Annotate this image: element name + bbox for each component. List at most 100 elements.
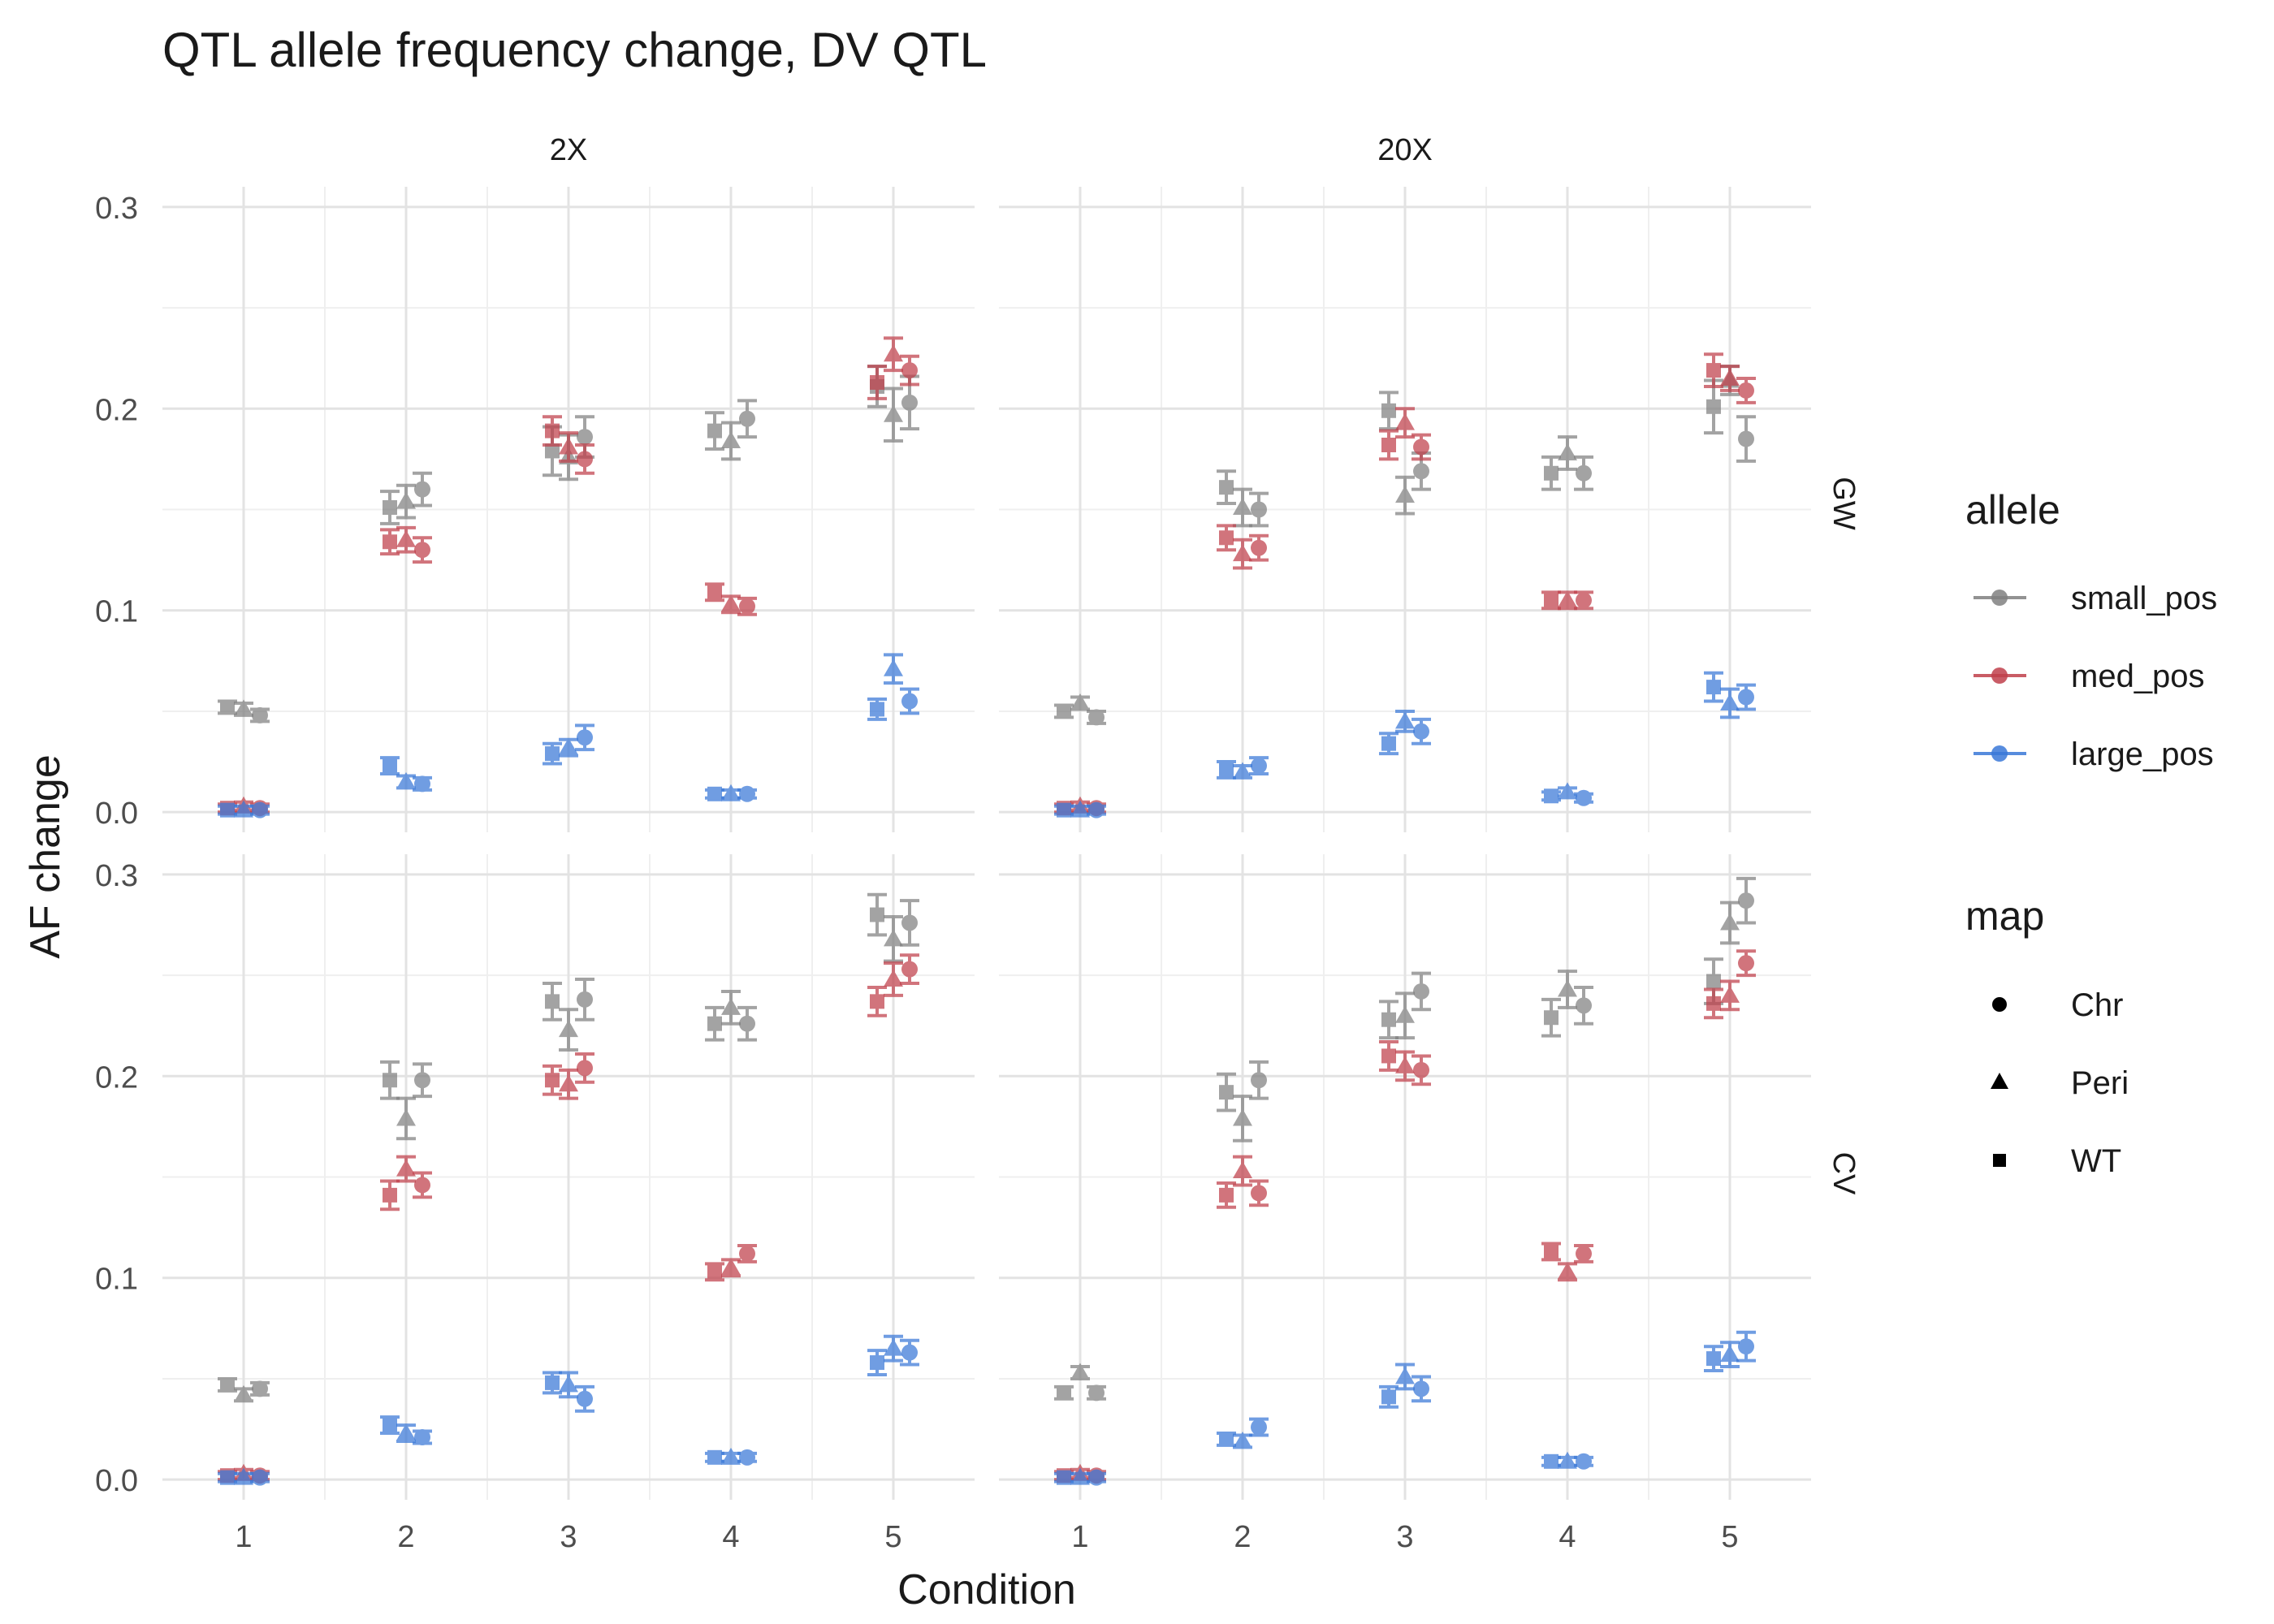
data-point-square: [545, 443, 560, 459]
data-point-square: [1544, 593, 1559, 608]
data-point-circle: [577, 991, 593, 1008]
y-tick-label: 0.1: [95, 595, 138, 629]
series-large-pos-wt: [218, 1349, 887, 1485]
data-point-triangle: [234, 1467, 253, 1485]
data-point-square: [545, 1073, 560, 1088]
data-point-square: [707, 423, 722, 438]
legend-map: map Chr Peri WT: [1965, 893, 2129, 1179]
data-point-triangle: [1233, 544, 1252, 562]
panel-2x-cv: [162, 854, 975, 1500]
data-point-square: [707, 1264, 722, 1280]
data-point-square: [383, 534, 397, 550]
legend-label-peri: Peri: [2071, 1065, 2129, 1101]
data-point-square: [870, 907, 884, 922]
data-point-circle: [577, 1060, 593, 1077]
data-point-square: [1057, 1385, 1071, 1401]
data-point-square: [1219, 1432, 1234, 1447]
data-point-square: [1381, 1012, 1396, 1027]
legend-entry-peri: Peri: [1991, 1065, 2129, 1101]
data-point-triangle: [396, 529, 416, 547]
data-point-triangle: [1720, 985, 1740, 1003]
data-point-square: [1706, 363, 1721, 378]
data-point-triangle: [884, 659, 903, 676]
x-tick-label: 1: [235, 1520, 252, 1554]
data-point-square: [1706, 996, 1721, 1011]
data-point-circle: [1251, 501, 1267, 518]
data-point-square: [1544, 1010, 1559, 1026]
data-point-circle: [1576, 789, 1592, 806]
legend-allele: allele small_pos med_pos large_pos: [1965, 487, 2217, 772]
legend-entry-chr: Chr: [1992, 987, 2123, 1023]
y-axis-tick-labels: 0.0 0.1 0.2 0.3 0.0 0.1 0.2 0.3: [95, 192, 138, 1498]
data-point-triangle: [1395, 1056, 1415, 1073]
data-point-triangle: [884, 404, 903, 422]
data-point-circle: [1088, 1384, 1105, 1402]
data-point-triangle: [1558, 590, 1577, 608]
legend-entry-med-pos: med_pos: [1974, 659, 2205, 694]
data-point-triangle: [1395, 412, 1415, 430]
data-point-triangle: [1395, 1367, 1415, 1384]
data-point-circle: [414, 1428, 430, 1445]
data-point-square: [1706, 1351, 1721, 1367]
x-tick-label: 5: [1721, 1520, 1738, 1554]
data-point-square: [1057, 703, 1071, 719]
data-point-circle: [1738, 1338, 1754, 1355]
data-point-circle: [414, 1177, 430, 1194]
data-point-square: [220, 699, 235, 715]
data-point-triangle: [396, 1159, 416, 1177]
chart-title: QTL allele frequency change, DV QTL: [162, 23, 987, 77]
data-point-circle: [252, 706, 268, 723]
y-tick-label: 0.0: [95, 1464, 138, 1498]
legend-key-point-small-pos: [1991, 590, 2008, 606]
data-point-triangle: [1233, 1161, 1252, 1179]
data-point-square: [870, 374, 884, 390]
data-point-triangle: [721, 594, 741, 612]
series-large-pos-chr: [250, 1338, 919, 1486]
data-point-square: [1706, 680, 1721, 695]
data-point-circle: [1088, 1469, 1105, 1486]
data-point-circle: [577, 429, 593, 446]
data-point-circle: [739, 1449, 755, 1466]
facet-col-label-2x: 2X: [550, 133, 587, 167]
data-point-square: [1381, 736, 1396, 751]
data-point-triangle: [721, 997, 741, 1015]
facet-row-label-cv: CV: [1827, 1152, 1861, 1195]
data-point-circle: [414, 542, 430, 559]
data-point-circle: [1576, 592, 1592, 609]
series-med-pos-wt: [1054, 987, 1723, 1484]
data-point-triangle: [396, 771, 416, 789]
data-point-triangle: [1558, 782, 1577, 800]
data-point-circle: [1413, 723, 1429, 740]
data-point-circle: [252, 801, 268, 818]
facet-strips: 2X 20X GW CV: [550, 133, 1861, 1195]
data-point-square: [1381, 1048, 1396, 1064]
series-med-pos-wt: [218, 985, 887, 1484]
data-point-square: [1381, 403, 1396, 418]
data-point-circle: [1413, 1380, 1429, 1397]
series-large-pos-wt: [1054, 671, 1723, 818]
series-med-pos-chr: [1087, 949, 1756, 1484]
data-point-triangle: [234, 1384, 253, 1402]
data-point-square: [707, 786, 722, 801]
data-point-square: [707, 585, 722, 600]
data-point-square: [1381, 1389, 1396, 1405]
facet-row-label-gw: GW: [1827, 477, 1861, 530]
data-point-triangle: [1070, 1363, 1090, 1380]
x-tick-label: 3: [560, 1520, 577, 1554]
series-small-pos-wt: [218, 892, 887, 1393]
data-point-square: [1544, 1244, 1559, 1259]
data-point-triangle: [1720, 693, 1740, 710]
data-point-circle: [901, 1344, 918, 1361]
series-large-pos-chr: [1087, 1330, 1756, 1486]
data-point-circle: [739, 1015, 755, 1032]
x-tick-label: 4: [722, 1520, 739, 1554]
data-point-square: [545, 746, 560, 762]
data-point-square: [383, 758, 397, 774]
data-point-triangle: [1070, 693, 1090, 710]
series-med-pos-chr: [1087, 377, 1756, 817]
panel-20x-gw: [999, 187, 1811, 832]
panel-20x-cv: [999, 854, 1811, 1500]
facet-col-label-20x: 20X: [1377, 133, 1433, 167]
series-small-pos-chr: [1087, 876, 1756, 1402]
data-point-square: [1219, 1085, 1234, 1100]
